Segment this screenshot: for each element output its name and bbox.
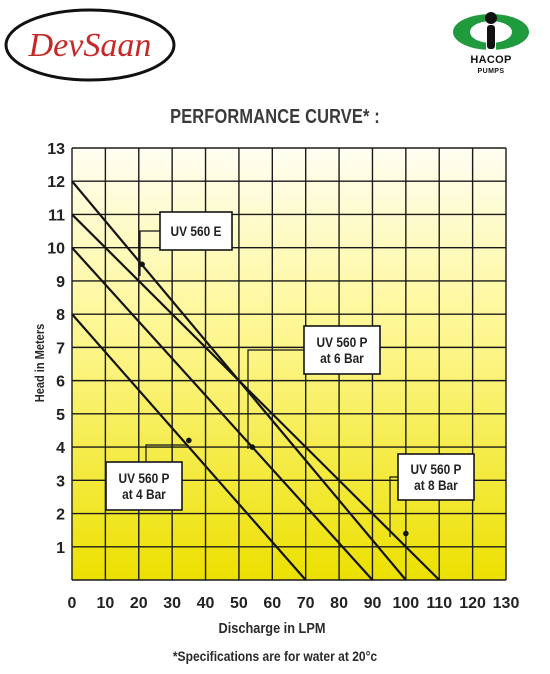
x-tick-label: 130 [493,595,520,612]
series-line [71,246,374,581]
annotation-label: UV 560 E [171,223,222,239]
x-tick-label: 90 [364,595,382,612]
x-tick-label: 20 [130,595,148,612]
series-line [71,213,441,581]
chart-title: PERFORMANCE CURVE* : [170,106,380,128]
x-tick-label: 120 [459,595,486,612]
y-axis-label: Head in Meters [32,323,47,402]
y-tick-label: 3 [56,473,65,490]
footnote: *Specifications are for water at 20°c [172,648,378,664]
y-tick-label: 7 [56,340,65,357]
x-tick-label: 110 [426,595,452,612]
y-tick-label: 5 [56,407,65,424]
hacop-name: HACOP [470,54,512,66]
y-tick-label: 1 [56,540,65,557]
y-tick-label: 6 [56,374,65,391]
series-lines [71,180,441,581]
x-tick-label: 10 [96,595,114,612]
tick-labels: 0 10 20 30 40 50 60 70 80 90 100 110 120 130123456789… [47,141,519,612]
annotation-box [303,325,381,375]
y-tick-label: 13 [47,141,65,158]
annotation-box [105,461,183,511]
annotation-marker [249,444,256,450]
plot-background [72,148,506,580]
annotation-marker [186,437,192,444]
annotation-label: UV 560 P [411,461,462,477]
devsaan-logo: DevSaan [2,6,178,84]
x-tick-label: 30 [163,595,181,612]
x-tick-label: 70 [297,595,315,612]
x-tick-label: 50 [230,595,248,612]
x-tick-label: 0 [68,595,77,612]
y-tick-label: 12 [47,174,65,191]
y-tick-label: 8 [56,307,65,324]
annotation-leader [247,349,304,449]
x-axis-label: Discharge in LPM [219,619,326,636]
y-tick-label: 9 [56,274,65,291]
grid-lines [71,147,507,581]
annotation-label: at 8 Bar [414,477,458,493]
devsaan-logo-text: DevSaan [28,27,152,64]
annotation-leader [145,444,186,462]
x-tick-label: 40 [197,595,215,612]
y-tick-label: 2 [56,507,65,524]
hacop-subtitle: PUMPS [477,68,505,75]
annotation-label: at 4 Bar [122,486,166,502]
x-tick-label: 80 [330,595,348,612]
annotation-box [159,211,233,251]
annotation-label: at 6 Bar [320,350,364,366]
annotation-label: UV 560 P [119,470,170,486]
y-tick-label: 10 [47,241,65,258]
annotation-box [397,453,475,501]
hacop-logo: HACOP PUMPS [448,8,534,88]
annotation-leader [139,230,160,276]
x-tick-label: 60 [263,595,281,612]
x-tick-label: 100 [392,595,419,612]
y-tick-label: 11 [48,207,65,224]
annotation-leader [389,476,398,537]
series-line [71,313,307,581]
annotation-label: UV 560 P [317,334,368,350]
y-tick-label: 4 [56,440,65,457]
annotation-marker [403,530,409,537]
annotation-marker [139,261,145,268]
